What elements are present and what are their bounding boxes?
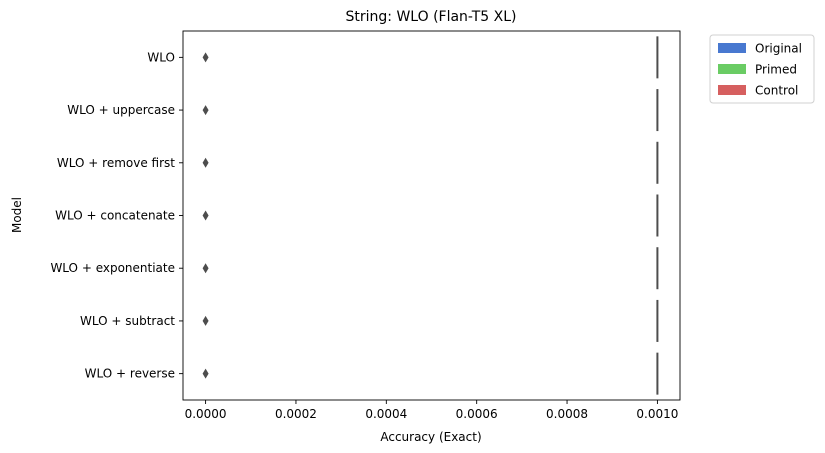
- outlier-marker: [202, 315, 209, 326]
- outlier-marker: [202, 210, 209, 221]
- x-tick-label: 0.0004: [365, 407, 407, 421]
- outlier-marker: [202, 157, 209, 168]
- x-tick-label: 0.0010: [636, 407, 678, 421]
- y-axis-label: Model: [10, 197, 24, 233]
- x-tick-label: 0.0008: [546, 407, 588, 421]
- legend-swatch: [718, 43, 746, 53]
- y-tick-label: WLO: [147, 50, 175, 64]
- outlier-marker: [202, 263, 209, 274]
- plot-frame: [182, 30, 681, 401]
- x-tick-label: 0.0006: [456, 407, 498, 421]
- y-tick-label: WLO + exponentiate: [50, 261, 175, 275]
- legend-label: Control: [755, 84, 798, 98]
- y-tick-label: WLO + subtract: [80, 314, 175, 328]
- outlier-marker: [202, 368, 209, 379]
- x-tick-label: 0.0000: [185, 407, 227, 421]
- y-tick-label: WLO + concatenate: [55, 209, 175, 223]
- legend-swatch: [718, 85, 746, 95]
- y-tick-label: WLO + uppercase: [67, 103, 175, 117]
- y-tick-label: WLO + reverse: [85, 367, 175, 381]
- legend-label: Original: [755, 42, 802, 56]
- x-axis-label: Accuracy (Exact): [380, 430, 481, 444]
- y-tick-label: WLO + remove first: [57, 156, 175, 170]
- outlier-marker: [202, 52, 209, 63]
- legend-label: Primed: [755, 63, 797, 77]
- x-tick-label: 0.0002: [275, 407, 317, 421]
- outlier-marker: [202, 105, 209, 116]
- chart-title: String: WLO (Flan-T5 XL): [346, 9, 517, 25]
- legend-swatch: [718, 64, 746, 74]
